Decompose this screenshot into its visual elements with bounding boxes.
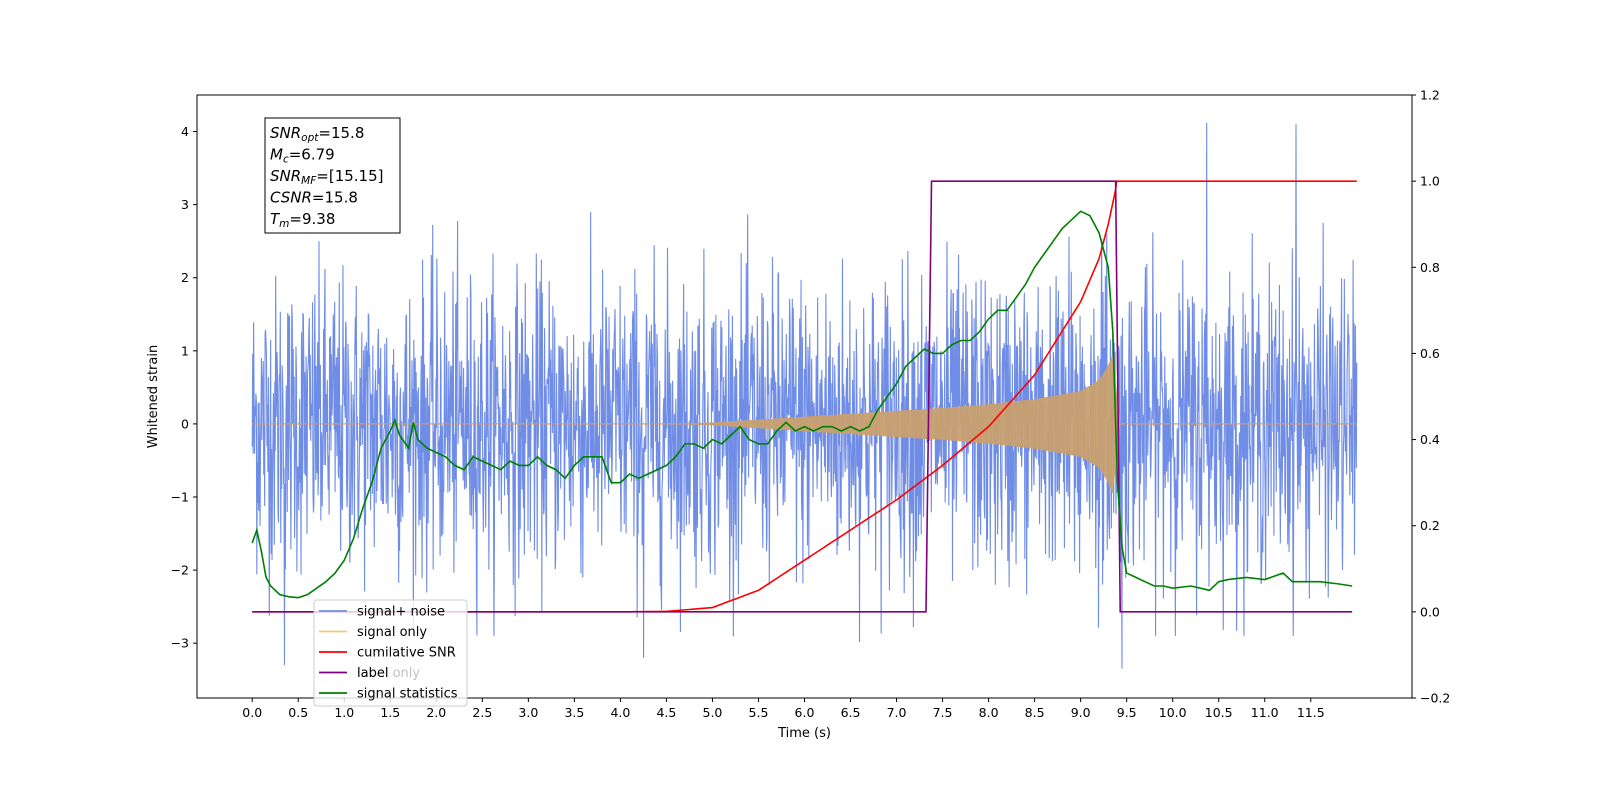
y-tick-label: −1	[171, 490, 189, 505]
legend-label: signal+ noise	[357, 605, 445, 620]
info-line: SNRopt=15.8	[270, 124, 364, 144]
signal-only-series	[252, 353, 1357, 495]
x-tick-label: 5.5	[749, 705, 769, 720]
x-tick-label: 4.0	[610, 705, 630, 720]
info-line: Tm=9.38	[270, 210, 335, 230]
x-tick-label: 2.0	[426, 705, 446, 720]
x-tick-label: 5.0	[703, 705, 723, 720]
legend-label: signal statistics	[357, 687, 458, 702]
y2-tick-label: 0.8	[1420, 260, 1440, 275]
info-line: Mc=6.79	[270, 146, 335, 166]
x-tick-label: 6.0	[795, 705, 815, 720]
y2-tick-label: 1.2	[1420, 88, 1440, 103]
x-tick-label: 7.0	[887, 705, 907, 720]
signal-noise-series	[251, 122, 1358, 669]
y-tick-label: 2	[181, 270, 189, 285]
y-axis-left: −3 −2 −1 0 1 2 3 4	[171, 124, 197, 651]
y-tick-label: 1	[181, 343, 189, 358]
label-series	[252, 180, 1353, 613]
x-tick-label: 7.5	[933, 705, 953, 720]
y-tick-label: −2	[171, 563, 189, 578]
x-tick-label: 3.5	[564, 705, 584, 720]
y-axis-right: −0.2 0.0 0.2 0.4 0.6 0.8 1.0 1.2	[1412, 88, 1450, 706]
x-tick-label: 4.5	[656, 705, 676, 720]
x-tick-label: 2.5	[472, 705, 492, 720]
cumulative-snr-line	[252, 180, 1357, 613]
legend-frame	[313, 599, 468, 707]
info-box-frame	[264, 117, 401, 234]
x-axis-title: Time (s)	[777, 726, 831, 741]
legend-label: signal only	[357, 625, 427, 640]
y-tick-label: 0	[181, 416, 189, 431]
info-line: SNRMF=[15.15]	[270, 167, 384, 187]
x-tick-label: 10.0	[1159, 705, 1187, 720]
cumulative-snr-series	[252, 180, 1357, 613]
x-tick-label: 9.5	[1117, 705, 1137, 720]
x-tick-label: 0.0	[242, 705, 262, 720]
x-tick-label: 6.5	[841, 705, 861, 720]
y2-tick-label: 0.2	[1420, 518, 1440, 533]
x-tick-label: 10.5	[1205, 705, 1233, 720]
legend-label: cumilative SNR	[357, 646, 456, 661]
y-tick-label: 3	[181, 197, 189, 212]
info-line: CSNR=15.8	[270, 189, 358, 207]
signal-noise-line	[251, 122, 1358, 669]
label-line	[252, 180, 1353, 613]
signal-statistics-series	[251, 210, 1353, 599]
y-tick-label: 4	[181, 124, 189, 139]
y2-tick-label: 1.0	[1420, 174, 1440, 189]
y2-tick-label: 0.0	[1420, 604, 1440, 619]
x-tick-label: 0.5	[288, 705, 308, 720]
x-tick-label: 9.0	[1071, 705, 1091, 720]
signal-statistics-line	[251, 210, 1353, 599]
legend-label: label	[357, 666, 388, 681]
x-tick-label: 11.0	[1251, 705, 1279, 720]
y-axis-title: Whitened strain	[146, 345, 161, 448]
x-axis: 0.0 0.5 1.0 1.5 2.0 2.5 3.0 3.5 4.0 4.5 5.0 5.5 6.0 6…	[242, 698, 1325, 720]
y-tick-label: −3	[171, 636, 189, 651]
x-tick-label: 11.5	[1297, 705, 1325, 720]
x-tick-label: 3.0	[518, 705, 538, 720]
y2-tick-label: 0.4	[1420, 432, 1440, 447]
legend: signal+ noise signal only cumilative SNR la…	[313, 599, 468, 707]
x-tick-label: 1.0	[334, 705, 354, 720]
legend-ghost-label: label only	[357, 666, 420, 681]
y2-tick-label: −0.2	[1420, 691, 1450, 706]
x-tick-label: 1.5	[380, 705, 400, 720]
x-tick-label: 8.0	[979, 705, 999, 720]
y2-tick-label: 0.6	[1420, 346, 1440, 361]
x-tick-label: 8.5	[1025, 705, 1045, 720]
